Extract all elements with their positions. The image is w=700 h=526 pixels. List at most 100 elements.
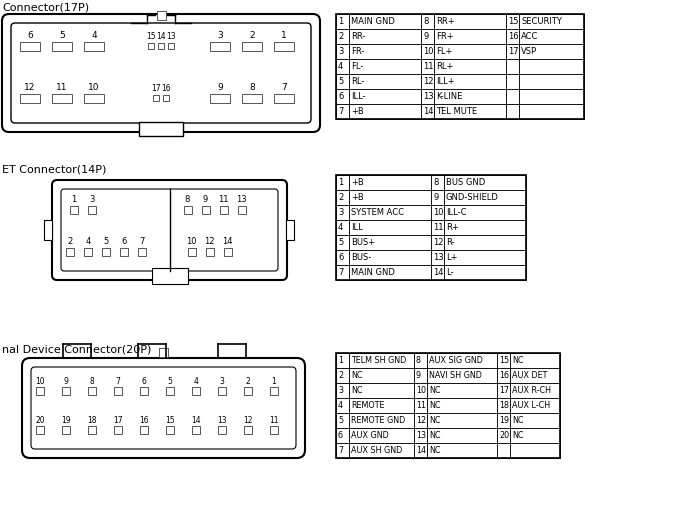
Text: 2: 2: [67, 237, 73, 246]
Text: FL+: FL+: [436, 47, 452, 56]
Text: 2: 2: [246, 377, 251, 386]
Text: BUS+: BUS+: [351, 238, 375, 247]
Bar: [349, 29, 421, 44]
Bar: [336, 59, 349, 74]
Text: NC: NC: [429, 446, 440, 455]
Text: 8: 8: [423, 17, 428, 26]
Bar: [506, 74, 519, 89]
Text: 18: 18: [88, 416, 97, 425]
Bar: [506, 29, 519, 44]
Bar: [336, 235, 349, 250]
Text: 8: 8: [249, 83, 255, 92]
Text: FR-: FR-: [351, 47, 365, 56]
Text: 16: 16: [499, 371, 509, 380]
Text: NC: NC: [512, 431, 524, 440]
Bar: [519, 59, 584, 74]
Bar: [349, 353, 414, 368]
Text: 6: 6: [141, 377, 146, 386]
Text: FL-: FL-: [351, 62, 363, 71]
Bar: [349, 190, 431, 205]
Text: 14: 14: [191, 416, 201, 425]
Text: ILL-C: ILL-C: [446, 208, 466, 217]
Bar: [414, 368, 427, 383]
Text: R+: R+: [446, 223, 459, 232]
Text: NC: NC: [351, 371, 363, 380]
Bar: [421, 74, 434, 89]
Bar: [336, 383, 349, 398]
Bar: [88, 387, 96, 395]
Bar: [519, 14, 584, 29]
Text: 16: 16: [139, 416, 149, 425]
Bar: [210, 94, 230, 103]
Bar: [274, 42, 294, 50]
Text: 5: 5: [338, 77, 343, 86]
Bar: [497, 368, 510, 383]
Text: 16: 16: [161, 84, 171, 93]
Text: 14: 14: [423, 107, 433, 116]
Bar: [434, 104, 506, 119]
Bar: [139, 122, 183, 136]
Text: 12: 12: [244, 416, 253, 425]
Text: 9: 9: [433, 193, 438, 202]
Bar: [506, 59, 519, 74]
Bar: [497, 443, 510, 458]
Text: TEL MUTE: TEL MUTE: [436, 107, 477, 116]
Bar: [102, 248, 110, 256]
Text: 7: 7: [338, 446, 343, 455]
Text: 4: 4: [338, 223, 343, 232]
Bar: [270, 426, 278, 434]
Bar: [427, 368, 497, 383]
Text: AUX L-CH: AUX L-CH: [512, 401, 550, 410]
Text: 4: 4: [338, 401, 343, 410]
Bar: [519, 89, 584, 104]
Text: 6: 6: [338, 253, 344, 262]
Bar: [414, 413, 427, 428]
Bar: [336, 29, 349, 44]
Bar: [349, 250, 431, 265]
Text: SECURITY: SECURITY: [521, 17, 562, 26]
Bar: [336, 443, 349, 458]
Bar: [120, 248, 128, 256]
Bar: [510, 383, 560, 398]
Text: 1: 1: [71, 195, 76, 204]
Bar: [114, 387, 122, 395]
Text: NC: NC: [429, 386, 440, 395]
Bar: [349, 59, 421, 74]
Bar: [66, 248, 74, 256]
Text: 1: 1: [338, 17, 343, 26]
Bar: [497, 353, 510, 368]
Bar: [431, 190, 444, 205]
Text: NC: NC: [512, 416, 524, 425]
Bar: [421, 89, 434, 104]
Bar: [510, 413, 560, 428]
Bar: [62, 426, 70, 434]
Bar: [349, 428, 414, 443]
Bar: [220, 206, 228, 214]
Text: AUX GND: AUX GND: [351, 431, 388, 440]
Text: 3: 3: [220, 377, 225, 386]
Text: 4: 4: [91, 31, 97, 40]
Text: RR+: RR+: [436, 17, 454, 26]
Text: 7: 7: [281, 83, 287, 92]
Bar: [414, 383, 427, 398]
Bar: [52, 42, 72, 50]
Text: +B: +B: [351, 178, 364, 187]
Text: 2: 2: [338, 193, 343, 202]
Text: 10: 10: [433, 208, 444, 217]
Text: K-LINE: K-LINE: [436, 92, 463, 101]
Bar: [349, 398, 414, 413]
Bar: [431, 205, 444, 220]
Text: 3: 3: [338, 208, 344, 217]
Bar: [349, 104, 421, 119]
Text: 8: 8: [185, 195, 190, 204]
Text: 20: 20: [35, 416, 45, 425]
Text: 1: 1: [281, 31, 287, 40]
Bar: [336, 398, 349, 413]
Bar: [444, 175, 526, 190]
Bar: [414, 428, 427, 443]
FancyBboxPatch shape: [22, 358, 305, 458]
Text: R-: R-: [446, 238, 454, 247]
Bar: [218, 387, 226, 395]
Bar: [336, 428, 349, 443]
Bar: [510, 428, 560, 443]
